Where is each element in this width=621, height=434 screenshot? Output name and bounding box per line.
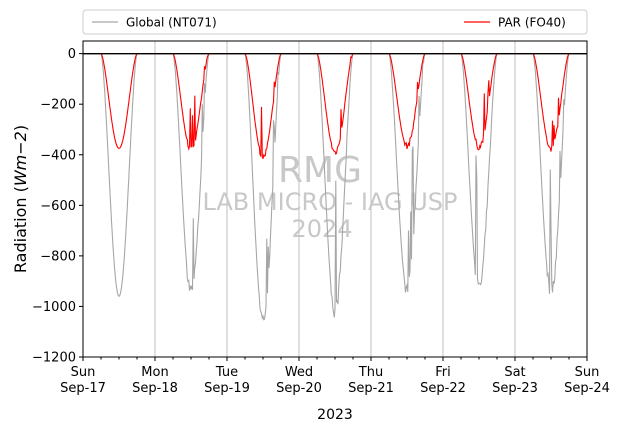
legend-label-global: Global (NT071) (126, 16, 217, 30)
x-tick-label-day: Sat (504, 365, 525, 380)
x-tick-label-date: Sep-23 (492, 381, 538, 396)
x-tick-label-date: Sep-19 (204, 381, 250, 396)
legend-frame (82, 9, 588, 35)
x-tick-label-day: Sun (575, 365, 600, 380)
x-tick-label-date: Sep-24 (564, 381, 610, 396)
y-tick-label: −400 (40, 148, 76, 163)
watermark-lab: LAB MICRO - IAG USP (202, 188, 457, 216)
y-axis-label-text: Radiation ( (11, 186, 30, 273)
y-tick-label: 0 (68, 47, 76, 62)
x-tick-label-day: Tue (215, 365, 238, 380)
y-tick-label: −200 (40, 98, 76, 113)
x-tick-label-day: Mon (141, 365, 168, 380)
x-tick-label-date: Sep-21 (348, 381, 394, 396)
x-tick-label-day: Sun (71, 365, 96, 380)
x-tick-label-date: Sep-18 (132, 381, 178, 396)
y-axis-label: Radiation (Wm−2) (11, 125, 30, 273)
x-tick-label-date: Sep-20 (276, 381, 322, 396)
plot-area: RMG LAB MICRO - IAG USP 2024 (82, 40, 588, 358)
x-tick-label-date: Sep-17 (60, 381, 106, 396)
x-tick-label-day: Thu (358, 365, 383, 380)
x-axis-label: 2023 (317, 407, 353, 423)
x-tick-label-date: Sep-22 (420, 381, 466, 396)
y-axis: 0 −200 −400 −600 −800 −1000 −1200 (32, 47, 83, 366)
y-tick-label: −1200 (32, 351, 76, 366)
watermark-title: RMG (278, 150, 362, 191)
x-tick-label-day: Fri (435, 365, 451, 380)
y-tick-label: −800 (40, 249, 76, 264)
legend-label-par: PAR (FO40) (498, 16, 566, 30)
x-tick-label-day: Wed (285, 365, 313, 380)
y-axis-label-close: ) (11, 125, 30, 131)
x-axis: SunSep-17MonSep-18TueSep-19WedSep-20ThuS… (60, 357, 610, 396)
y-tick-label: −1000 (32, 300, 76, 315)
y-axis-label-unit: Wm−2 (11, 131, 30, 186)
gridlines (154, 41, 516, 357)
legend: Global (NT071) PAR (FO40) (82, 9, 588, 35)
y-tick-label: −600 (40, 199, 76, 214)
